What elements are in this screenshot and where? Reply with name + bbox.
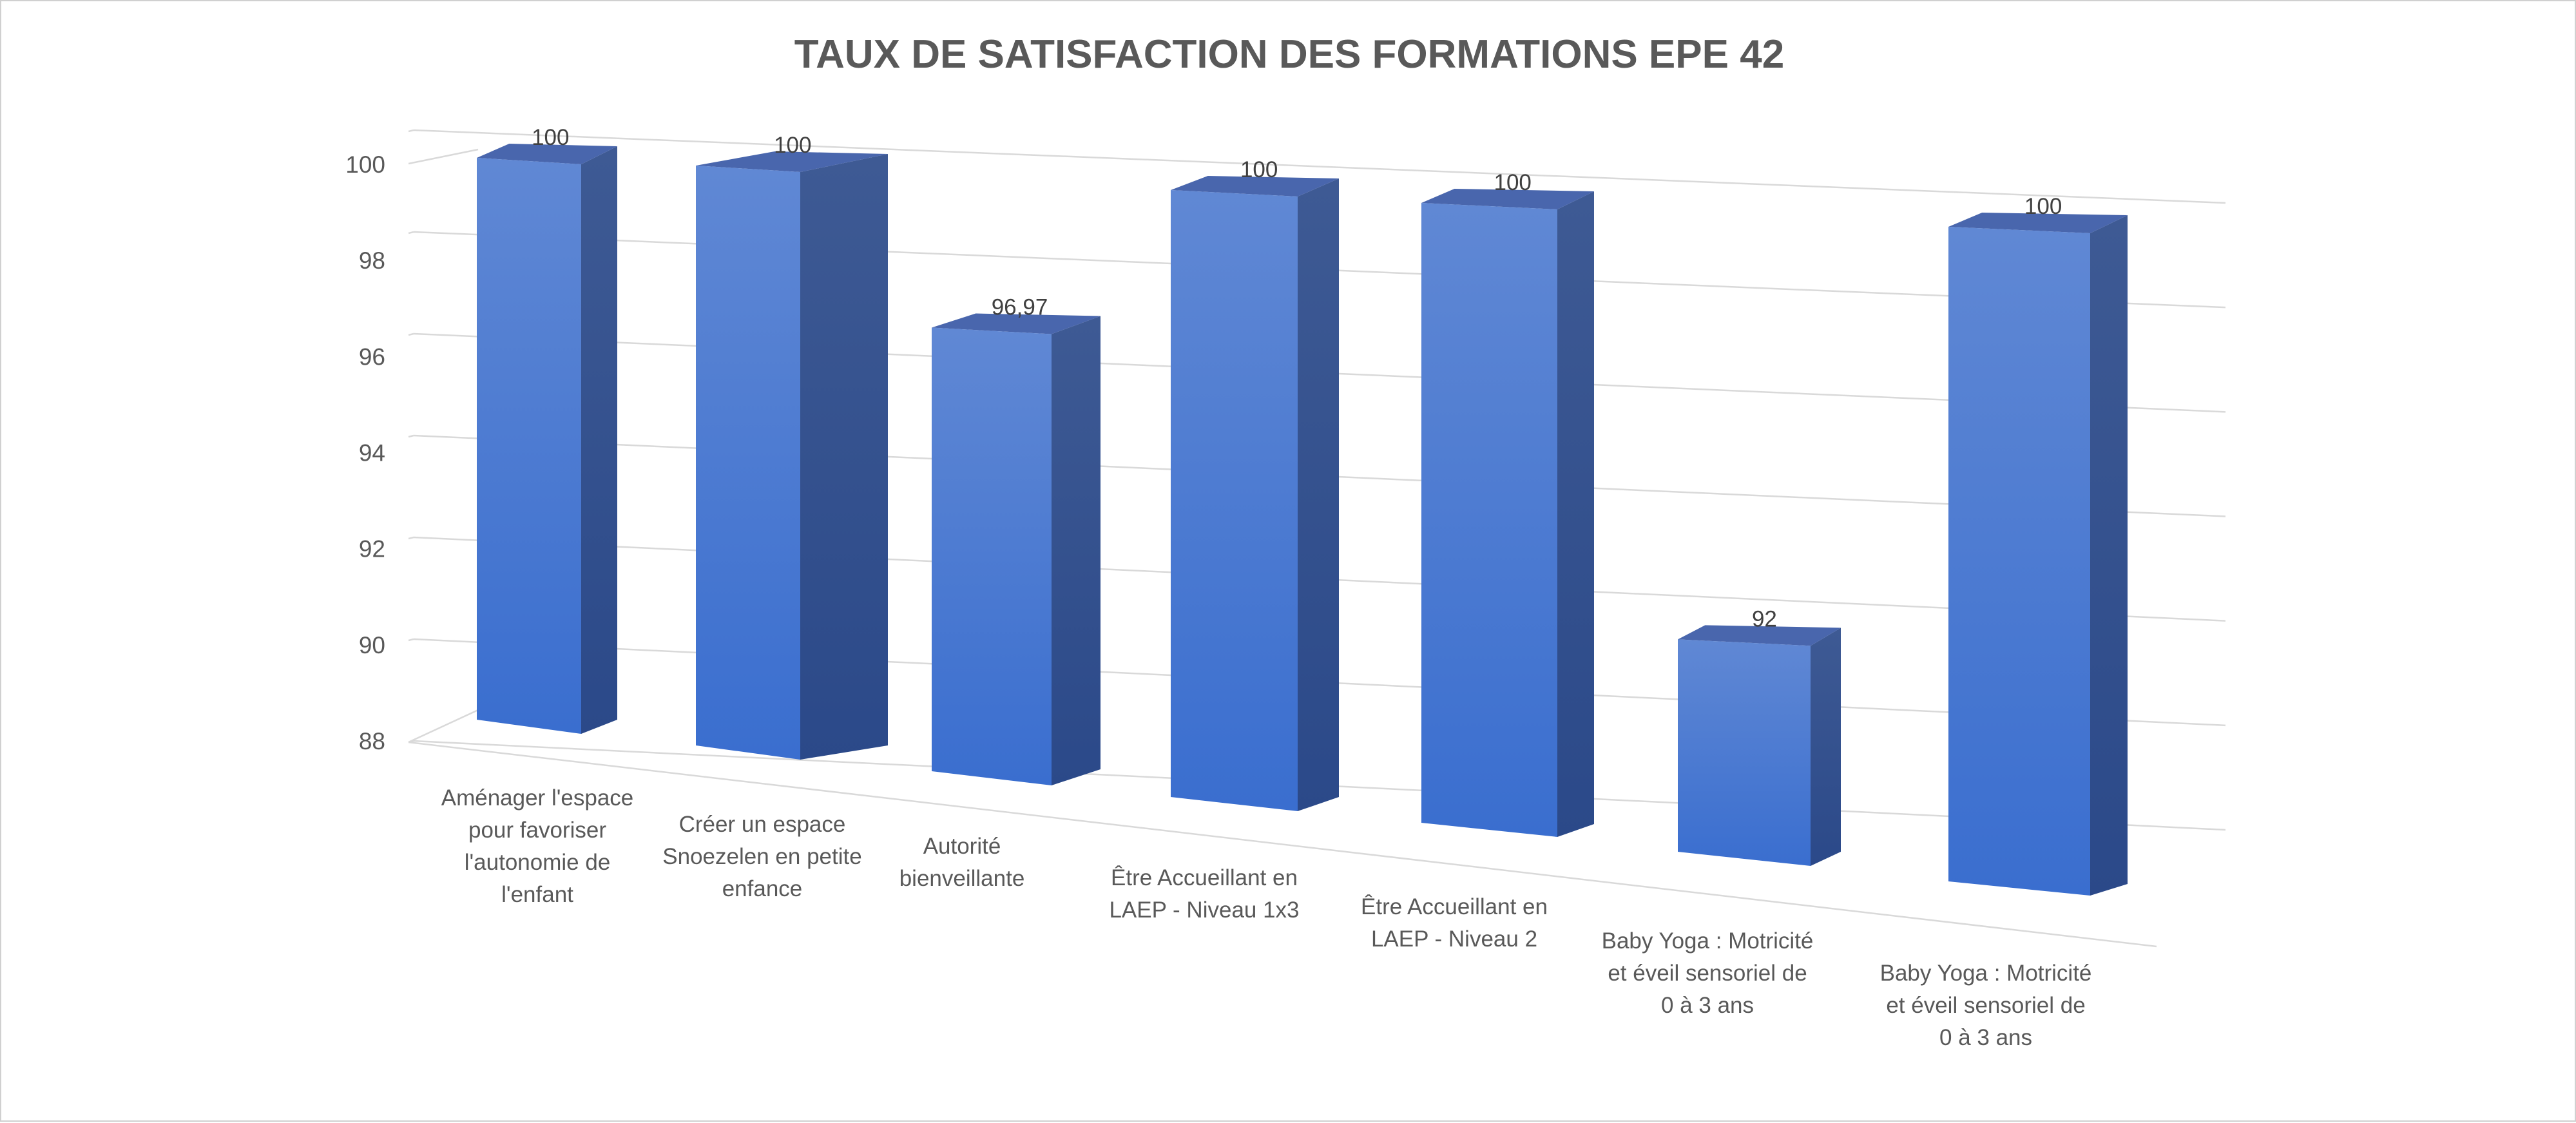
category-label: Autorité bienveillante: [899, 834, 1025, 891]
bar-front: [932, 327, 1052, 785]
bar: [932, 313, 1101, 785]
bar-side: [1811, 628, 1841, 866]
bar-top: [932, 313, 1101, 334]
bar-side: [581, 146, 617, 734]
bar-side: [800, 154, 888, 760]
data-label: 100: [774, 133, 811, 158]
bar-side: [1052, 316, 1101, 785]
y-axis-ticks: 100 98 96 94 92 90 88: [345, 151, 385, 754]
x-axis-categories: Aménager l'espace pour favoriser l'autonom…: [441, 785, 2092, 1050]
category-label: Baby Yoga : Motricité et éveil sensoriel …: [1880, 961, 2092, 1050]
bar-side: [1298, 178, 1339, 811]
gridline: [413, 129, 2226, 204]
bar-top: [1421, 189, 1594, 209]
gridline-left-segment: [408, 231, 414, 235]
bar-front: [1948, 227, 2090, 896]
y-tick-label: 98: [359, 247, 385, 274]
floor-front-edge: [408, 741, 2157, 948]
gridline-left-segment: [408, 129, 414, 133]
y-tick-label: 100: [345, 151, 385, 178]
chart-title: TAUX DE SATISFACTION DES FORMATIONS EPE …: [794, 32, 1784, 77]
data-label: 100: [2024, 194, 2062, 219]
bar-front: [1171, 190, 1298, 811]
bar-top: [477, 144, 617, 164]
category-label: Être Accueillant en LAEP - Niveau 1x3: [1109, 865, 1299, 923]
gridline-left-segment: [408, 638, 414, 642]
bar-front: [477, 158, 581, 734]
bar: [1421, 189, 1594, 837]
bar: [1171, 176, 1339, 811]
bar-top: [1678, 625, 1841, 646]
bar-top: [696, 151, 888, 172]
category-label: Aménager l'espace pour favoriser l'autonom…: [441, 785, 634, 907]
data-label: 100: [532, 125, 569, 150]
y-tick-label: 96: [359, 343, 385, 370]
category-label: Créer un espace Snoezelen en petite enfanc…: [662, 812, 861, 901]
bar-front: [1678, 639, 1811, 866]
y-tick-label: 88: [359, 728, 385, 754]
category-label: Baby Yoga : Motricité et éveil sensoriel …: [1602, 928, 1814, 1018]
bar-side: [1557, 191, 1594, 837]
data-labels: 100 100 96,97 100 100 92 100: [532, 125, 2062, 631]
gridline-left-segment: [408, 332, 414, 336]
data-label: 92: [1752, 606, 1777, 631]
bars: [477, 144, 2128, 896]
y-tick-label: 92: [359, 536, 385, 562]
data-label: 96,97: [992, 295, 1048, 320]
bar: [1948, 213, 2128, 896]
gridline-left-segment: [408, 536, 414, 540]
bar: [1678, 625, 1841, 866]
category-label: Être Accueillant en LAEP - Niveau 2: [1361, 894, 1548, 952]
data-label: 100: [1494, 170, 1531, 195]
bar-front: [696, 166, 800, 760]
bar-front: [1421, 203, 1557, 837]
y-tick-label: 94: [359, 440, 385, 466]
bar-side: [2090, 215, 2128, 896]
data-label: 100: [1240, 157, 1278, 182]
y-tick-label: 90: [359, 632, 385, 658]
bar: [696, 151, 888, 760]
bar: [477, 144, 617, 734]
wall-top-edge: [408, 148, 479, 165]
gridline-left-segment: [408, 434, 414, 438]
floor-left-edge: [408, 709, 479, 744]
bar-top: [1948, 213, 2128, 233]
bar-top: [1171, 176, 1339, 197]
